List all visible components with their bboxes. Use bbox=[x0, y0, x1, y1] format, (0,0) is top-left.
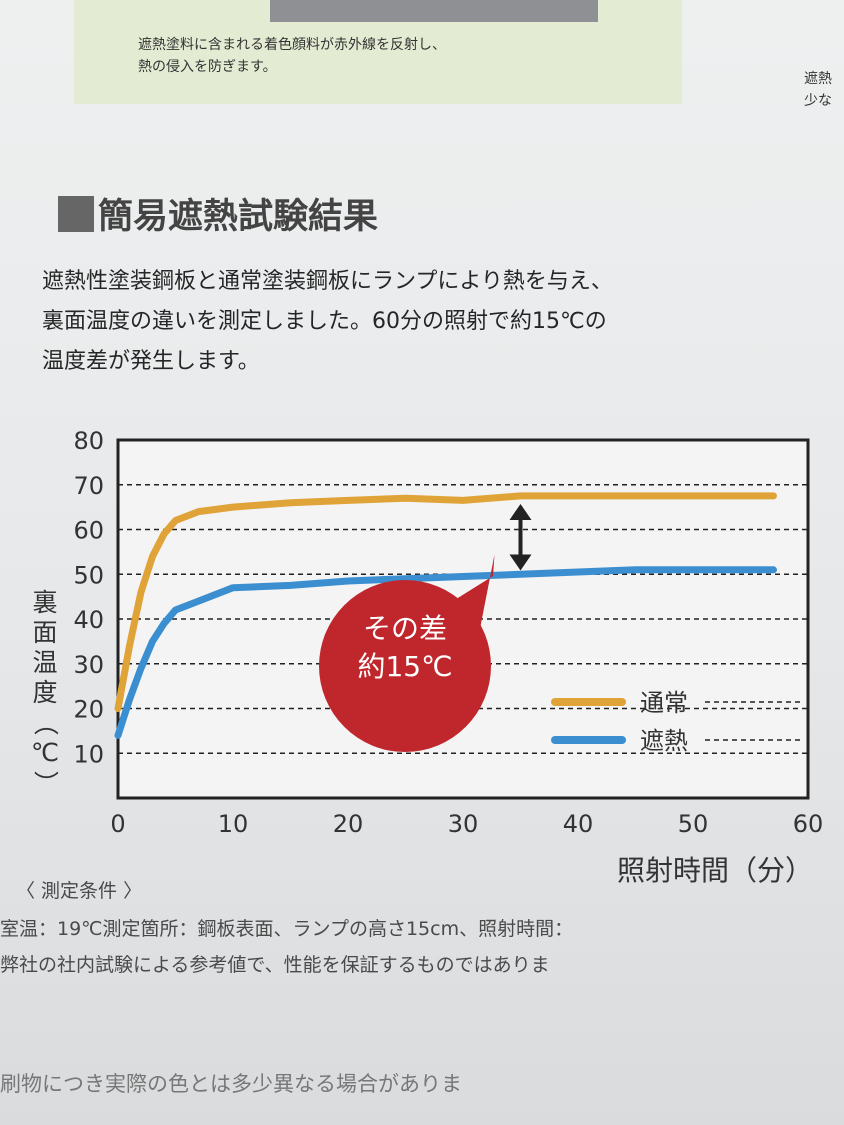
section-heading: 簡易遮熱試験結果 bbox=[58, 188, 378, 239]
y-axis-label-char: ） bbox=[31, 770, 60, 796]
y-axis-label-char: 温 bbox=[32, 648, 58, 677]
intro-paragraph: 遮熱性塗装鋼板と通常塗装鋼板にランプにより熱を与え、 裏面温度の違いを測定しまし… bbox=[42, 262, 613, 382]
side-note-line-2: 少な bbox=[804, 93, 832, 109]
difference-annotation bbox=[319, 503, 532, 752]
bubble-line-1: その差 bbox=[362, 612, 447, 645]
bubble-pointer bbox=[445, 554, 495, 644]
y-axis-ticks: 10 20 30 40 50 60 70 80 bbox=[73, 430, 104, 768]
x-axis-label: 照射時間（分） bbox=[617, 854, 813, 887]
note-line-2: 熱の侵入を防ぎます。 bbox=[138, 59, 277, 75]
side-note: 遮熱 少な bbox=[804, 68, 832, 112]
legend-label: 遮熱 bbox=[640, 727, 688, 755]
x-axis-ticks: 0 10 20 30 40 50 60 bbox=[110, 810, 823, 838]
x-tick-label: 10 bbox=[218, 810, 249, 838]
legend-label: 通常 bbox=[640, 689, 688, 717]
y-tick-label: 30 bbox=[73, 651, 104, 679]
y-axis-label-char: ℃ bbox=[30, 738, 60, 767]
intro-line-1: 遮熱性塗装鋼板と通常塗装鋼板にランプにより熱を与え、 bbox=[42, 269, 613, 294]
x-tick-label: 0 bbox=[110, 810, 125, 838]
arrow-up-head bbox=[509, 503, 532, 520]
x-tick-label: 60 bbox=[793, 810, 824, 838]
x-tick-label: 50 bbox=[678, 810, 709, 838]
conditions-title: 〈 測定条件 〉 bbox=[16, 880, 143, 902]
footer-note: 刷物につき実際の色とは多少異なる場合がありま bbox=[0, 1072, 462, 1096]
conditions-line-2: 弊社の社内試験による参考値で、性能を保証するものではありま bbox=[0, 954, 550, 976]
y-axis-label-char: （ bbox=[31, 710, 60, 736]
heading-square-icon bbox=[58, 195, 94, 232]
section-title-text: 簡易遮熱試験結果 bbox=[98, 197, 379, 237]
image-placeholder bbox=[270, 0, 598, 22]
x-tick-label: 20 bbox=[333, 810, 364, 838]
difference-bubble bbox=[319, 580, 491, 752]
bubble-line-2: 約15℃ bbox=[357, 650, 453, 683]
intro-line-3: 温度差が発生します。 bbox=[42, 349, 260, 374]
note-text: 遮熱塗料に含まれる着色顔料が赤外線を反射し、 熱の侵入を防ぎます。 bbox=[138, 34, 446, 78]
y-tick-label: 10 bbox=[73, 740, 104, 768]
y-tick-label: 80 bbox=[73, 430, 104, 455]
y-axis-label-char: 度 bbox=[32, 678, 58, 707]
series-line-2 bbox=[114, 566, 777, 739]
note-line-1: 遮熱塗料に含まれる着色顔料が赤外線を反射し、 bbox=[138, 37, 446, 53]
y-tick-label: 70 bbox=[73, 472, 104, 500]
y-axis-label: 裏面温度 （℃ ） bbox=[28, 588, 62, 798]
bubble-text: その差 約15℃ bbox=[330, 610, 480, 686]
x-tick-label: 40 bbox=[563, 810, 594, 838]
intro-line-2: 裏面温度の違いを測定しました。60分の照射で約15℃の bbox=[42, 309, 607, 334]
y-tick-label: 60 bbox=[73, 517, 104, 545]
y-tick-label: 20 bbox=[73, 696, 104, 724]
y-tick-label: 40 bbox=[73, 606, 104, 634]
series-lines bbox=[114, 492, 777, 739]
series-line-1 bbox=[114, 492, 777, 712]
y-axis-label-char: 面 bbox=[32, 618, 58, 647]
conditions-line-1: 室温：19℃測定箇所：鋼板表面、ランプの高さ15cm、照射時間： bbox=[0, 918, 574, 940]
side-note-line-1: 遮熱 bbox=[804, 71, 832, 87]
y-tick-label: 50 bbox=[73, 561, 104, 589]
x-tick-label: 30 bbox=[448, 810, 479, 838]
arrow-down-head bbox=[509, 554, 532, 571]
y-axis-label-char: 裏 bbox=[32, 588, 58, 617]
